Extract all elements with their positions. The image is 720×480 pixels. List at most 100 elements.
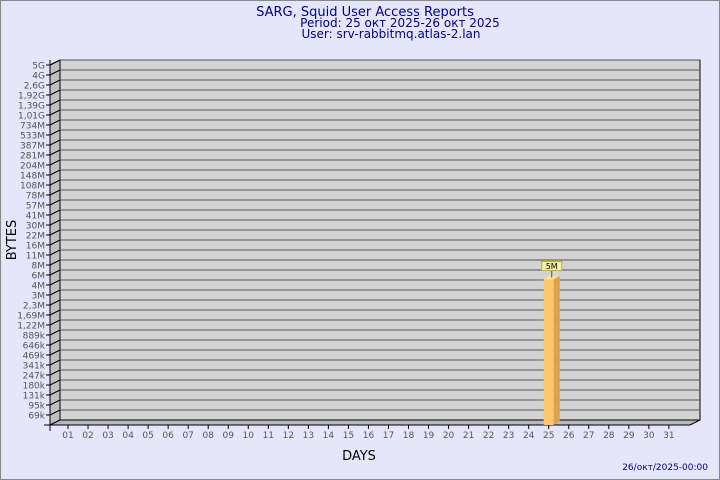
x-tick-label: 05 <box>142 431 153 441</box>
x-tick-label: 11 <box>263 431 274 441</box>
x-tick-label: 10 <box>243 431 255 441</box>
y-tick-label: 1,22M <box>17 322 45 332</box>
y-tick-label: 5G <box>32 62 45 72</box>
y-tick-label: 204M <box>20 162 45 172</box>
y-tick-depth <box>49 339 61 346</box>
y-tick-depth <box>49 279 61 286</box>
y-tick-depth <box>49 129 61 136</box>
y-tick-depth <box>49 369 61 376</box>
y-tick-depth <box>49 359 61 366</box>
y-tick-label: 4G <box>32 72 45 82</box>
x-tick-label: 20 <box>443 431 455 441</box>
y-tick-depth <box>49 189 61 196</box>
y-tick-depth <box>49 309 61 316</box>
data-label: 5M <box>546 262 558 271</box>
x-tick-label: 08 <box>202 431 214 441</box>
y-tick-depth <box>49 109 61 116</box>
x-tick-label: 24 <box>523 431 535 441</box>
y-tick-label: 57M <box>26 202 45 212</box>
x-tick-label: 19 <box>423 431 435 441</box>
x-tick-label: 12 <box>283 431 294 441</box>
y-tick-depth <box>49 329 61 336</box>
y-tick-depth <box>49 379 61 386</box>
y-tick-depth <box>49 249 61 256</box>
y-tick-label: 889k <box>23 332 46 342</box>
y-tick-label: 469k <box>23 352 46 362</box>
x-tick-label: 17 <box>383 431 394 441</box>
y-tick-label: 6M <box>32 272 46 282</box>
y-tick-depth <box>49 209 61 216</box>
y-tick-depth <box>49 319 61 326</box>
data-label-box <box>541 260 563 271</box>
y-tick-depth <box>49 99 61 106</box>
chart-period: Period: 25 окт 2025-26 окт 2025 <box>300 16 500 30</box>
y-tick-label: 41M <box>26 212 45 222</box>
y-tick-depth <box>49 199 61 206</box>
y-tick-depth <box>49 299 61 306</box>
y-tick-label: 341k <box>23 362 46 372</box>
y-tick-label: 4M <box>32 282 46 292</box>
y-tick-label: 30M <box>26 222 45 232</box>
y-tick-depth <box>49 409 61 416</box>
y-tick-depth <box>49 259 61 266</box>
y-tick-label: 16M <box>26 242 45 252</box>
y-tick-label: 108M <box>20 182 45 192</box>
y-tick-label: 247k <box>23 372 46 382</box>
y-tick-depth <box>49 269 61 276</box>
y-tick-depth <box>49 349 61 356</box>
y-tick-depth <box>49 289 61 296</box>
y-tick-depth <box>49 389 61 396</box>
x-tick-label: 25 <box>543 431 554 441</box>
chart-footer-date: 26/окт/2025-00:00 <box>622 463 708 473</box>
y-tick-depth <box>49 229 61 236</box>
y-tick-label: 148M <box>20 172 45 182</box>
x-axis-label: DAYS <box>342 449 376 464</box>
x-tick-label: 23 <box>503 431 514 441</box>
y-tick-label: 131k <box>23 392 46 402</box>
y-tick-depth <box>49 69 61 76</box>
chart-title: SARG, Squid User Access Reports <box>256 5 474 20</box>
y-tick-depth <box>49 239 61 246</box>
y-tick-label: 281M <box>20 152 45 162</box>
bar-side <box>553 275 560 425</box>
x-tick-label: 31 <box>663 431 674 441</box>
x-tick-label: 06 <box>162 431 174 441</box>
y-tick-label: 3M <box>32 292 46 302</box>
bar <box>543 279 554 425</box>
y-tick-label: 69k <box>28 412 45 422</box>
y-tick-depth <box>49 159 61 166</box>
y-tick-label: 646k <box>23 342 46 352</box>
y-axis-label: BYTES <box>5 220 20 261</box>
y-tick-label: 533M <box>20 132 45 142</box>
x-tick-label: 21 <box>463 431 474 441</box>
x-tick-label: 22 <box>483 431 494 441</box>
x-tick-label: 28 <box>603 431 615 441</box>
y-tick-label: 78M <box>26 192 45 202</box>
x-tick-label: 03 <box>102 431 113 441</box>
y-tick-depth <box>49 139 61 146</box>
x-tick-label: 07 <box>182 431 193 441</box>
y-tick-label: 1,69M <box>17 312 45 322</box>
y-tick-label: 8M <box>32 262 46 272</box>
y-tick-label: 1,01G <box>18 112 45 122</box>
chart-user: User: srv-rabbitmq.atlas-2.lan <box>301 27 480 41</box>
x-tick-label: 18 <box>403 431 415 441</box>
y-tick-depth <box>49 59 61 66</box>
x-tick-label: 29 <box>623 431 635 441</box>
y-tick-label: 95k <box>28 402 45 412</box>
y-tick-label: 22M <box>26 232 45 242</box>
x-tick-label: 09 <box>223 431 235 441</box>
y-tick-label: 2,3M <box>23 302 45 312</box>
x-tick-label: 04 <box>122 431 134 441</box>
y-tick-label: 1,92G <box>18 92 45 102</box>
y-tick-depth <box>49 179 61 186</box>
y-tick-depth <box>49 169 61 176</box>
y-tick-label: 734M <box>20 122 45 132</box>
y-tick-depth <box>49 89 61 96</box>
x-tick-label: 02 <box>82 431 93 441</box>
y-tick-label: 2,6G <box>24 82 45 92</box>
y-tick-label: 1,39G <box>18 102 45 112</box>
x-tick-label: 26 <box>563 431 575 441</box>
y-tick-label: 180k <box>23 382 46 392</box>
